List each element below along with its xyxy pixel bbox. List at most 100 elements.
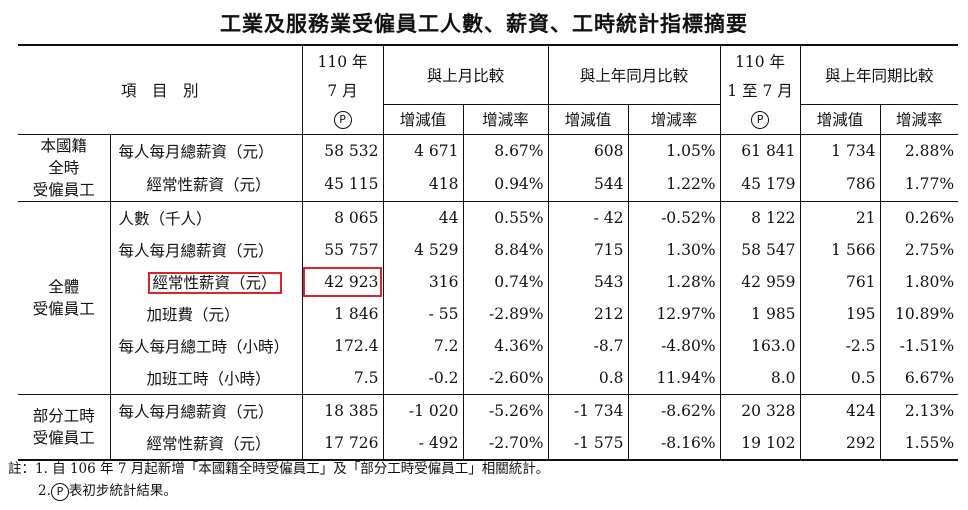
table-cell: 0.8	[547, 361, 629, 394]
table-cell: 1.30%	[627, 233, 721, 266]
table-cell: 543	[547, 265, 629, 298]
table-cell: 7.2	[382, 329, 464, 362]
table-cell: -1 734	[547, 394, 629, 427]
table-cell: 10.89%	[879, 297, 959, 330]
table-cell: -2.89%	[462, 297, 549, 330]
table-cell: -1 575	[547, 426, 629, 460]
table-cell: 4.36%	[462, 329, 549, 362]
preliminary-mark: P	[333, 110, 352, 129]
preliminary-mark: P	[751, 110, 770, 129]
table-cell: 18 385	[301, 394, 384, 427]
table-cell: 2.88%	[879, 134, 959, 168]
yoy-rate-header: 增減率	[627, 103, 721, 134]
table-cell: 7.5	[301, 361, 384, 394]
table-cell: -2.60%	[462, 361, 549, 394]
row-item-label: 經常性薪資（元）	[109, 426, 303, 460]
table-cell: -8.7	[547, 329, 629, 362]
table-cell: 6.67%	[879, 361, 959, 394]
table-cell: -8.16%	[627, 426, 721, 460]
table-cell: - 42	[547, 201, 629, 234]
table-cell: -0.2	[382, 361, 464, 394]
yoy-group-header: 與上年同月比較	[547, 45, 721, 104]
row-item-label: 每人每月總薪資（元）	[109, 134, 303, 168]
table-row: 經常性薪資（元） 45 115 418 0.94% 544 1.22% 45 179 786 1…	[18, 167, 959, 201]
table-cell: 0.26%	[879, 201, 959, 234]
table-cell: 761	[799, 265, 881, 298]
table-cell: 1 846	[301, 297, 384, 330]
table-cell: 1.28%	[627, 265, 721, 298]
table-cell: -2.70%	[462, 426, 549, 460]
table-row: 加班工時（小時） 7.5 -0.2 -2.60% 0.8 11.94% 8.0 0.5 6.67…	[18, 361, 959, 394]
table-cell: 1.80%	[879, 265, 959, 298]
table-cell: 2.75%	[879, 233, 959, 266]
table-cell: 4 529	[382, 233, 464, 266]
table-cell: 4 671	[382, 134, 464, 168]
table-cell: 1.22%	[627, 167, 721, 201]
table-cell: 8 065	[301, 201, 384, 234]
table-cell: 55 757	[301, 233, 384, 266]
month-header-line1: 110 年	[301, 45, 384, 75]
row-item-label: 經常性薪資（元）	[109, 265, 303, 298]
table-cell: 292	[799, 426, 881, 460]
row-item-label: 每人每月總工時（小時）	[109, 329, 303, 362]
table-cell: 42 959	[719, 265, 801, 298]
table-row: 全體 受僱員工 人數（千人） 8 065 44 0.55% - 42 -0.52% 8 122 2…	[18, 201, 959, 318]
yoy-change-header: 增減值	[547, 103, 629, 134]
row-item-label: 每人每月總薪資（元）	[109, 233, 303, 266]
row-item-label: 人數（千人）	[109, 201, 303, 234]
cum-rate-header: 增減率	[879, 103, 959, 134]
row-item-label: 每人每月總薪資（元）	[109, 394, 303, 427]
table-cell: 0.5	[799, 361, 881, 394]
table-cell: - 492	[382, 426, 464, 460]
table-cell: 17 726	[301, 426, 384, 460]
table-cell: 163.0	[719, 329, 801, 362]
table-cell: 61 841	[719, 134, 801, 168]
table-cell: 21	[799, 201, 881, 234]
mom-change-header: 增減值	[382, 103, 464, 134]
table-cell: 316	[382, 265, 464, 298]
table-cell: 20 328	[719, 394, 801, 427]
table-cell: 8.0	[719, 361, 801, 394]
table-cell: 0.74%	[462, 265, 549, 298]
table-cell: 8.67%	[462, 134, 549, 168]
table-cell: - 55	[382, 297, 464, 330]
table-cell: 544	[547, 167, 629, 201]
table-row: 本國籍 全時 受僱員工 每人每月總薪資（元） 58 532 4 671 8.67% 608 1.…	[18, 134, 959, 199]
table-cell: -0.52%	[627, 201, 721, 234]
footnote-1: 註：1. 自 106 年 7 月起新增「本國籍全時受僱員工」及「部分工時受僱員工…	[8, 461, 550, 477]
table-cell: 0.55%	[462, 201, 549, 234]
highlight-box: 經常性薪資（元）	[147, 271, 283, 295]
table-cell: 1 734	[799, 134, 881, 168]
month-header-line2: 7 月	[301, 75, 384, 104]
item-header: 項 目 別	[121, 81, 199, 100]
table-cell: 8 122	[719, 201, 801, 234]
table-cell: 195	[799, 297, 881, 330]
table-cell: 8.84%	[462, 233, 549, 266]
row-item-label: 加班費（元）	[109, 297, 303, 330]
table-cell: -5.26%	[462, 394, 549, 427]
table-cell: 1.05%	[627, 134, 721, 168]
statistics-table: 項 目 別 110 年 與上月比較 與上年同月比較 110 年 與上年同期比較 …	[18, 44, 959, 461]
table-row: 加班費（元） 1 846- 55 -2.89% 212 12.97% 1 985 195 10…	[18, 297, 959, 330]
table-row: 經常性薪資（元） 17 726- 492 -2.70% -1 575 -8.16% 19 …	[18, 426, 959, 460]
table-cell: 172.4	[301, 329, 384, 362]
table-cell: 1 985	[719, 297, 801, 330]
group-label: 部分工時 受僱員工	[32, 406, 95, 447]
table-cell: 424	[799, 394, 881, 427]
table-cell: 11.94%	[627, 361, 721, 394]
table-body: 本國籍 全時 受僱員工 每人每月總薪資（元） 58 532 4 671 8.67% 608 1.…	[18, 134, 959, 460]
table-cell: 58 547	[719, 233, 801, 266]
row-item-label: 經常性薪資（元）	[109, 167, 303, 201]
table-cell: 1.77%	[879, 167, 959, 201]
table-cell: -4.80%	[627, 329, 721, 362]
table-row: 每人每月總薪資（元） 55 757 4 529 8.84% 715 1.30% 58 547…	[18, 233, 959, 266]
table-cell: -8.62%	[627, 394, 721, 427]
cum-change-header: 增減值	[799, 103, 881, 134]
table-cell: 45 115	[301, 167, 384, 201]
group-label: 本國籍 全時 受僱員工	[32, 136, 95, 199]
table-cell: 715	[547, 233, 629, 266]
table-row: 每人每月總工時（小時） 172.4 7.2 4.36% -8.7 -4.80% 163.0-…	[18, 329, 959, 362]
table-row: 經常性薪資（元） 42 923 316 0.74% 543 1.28% 42 959 761 1…	[18, 265, 959, 298]
table-cell: 786	[799, 167, 881, 201]
table-cell: 418	[382, 167, 464, 201]
